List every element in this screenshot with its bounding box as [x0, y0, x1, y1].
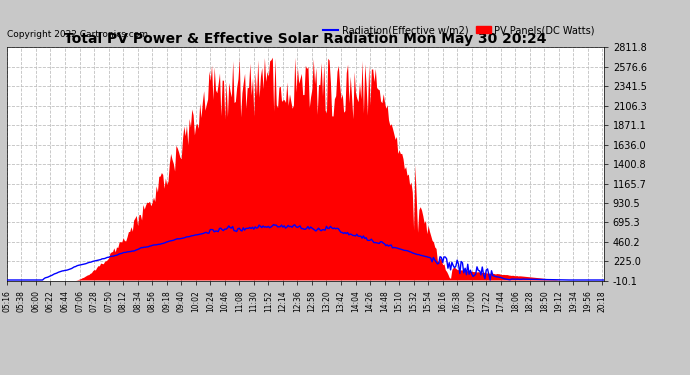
Text: Copyright 2022 Cartronics.com: Copyright 2022 Cartronics.com: [7, 30, 148, 39]
Legend: Radiation(Effective w/m2), PV Panels(DC Watts): Radiation(Effective w/m2), PV Panels(DC …: [319, 21, 599, 39]
Title: Total PV Power & Effective Solar Radiation Mon May 30 20:24: Total PV Power & Effective Solar Radiati…: [64, 32, 546, 46]
